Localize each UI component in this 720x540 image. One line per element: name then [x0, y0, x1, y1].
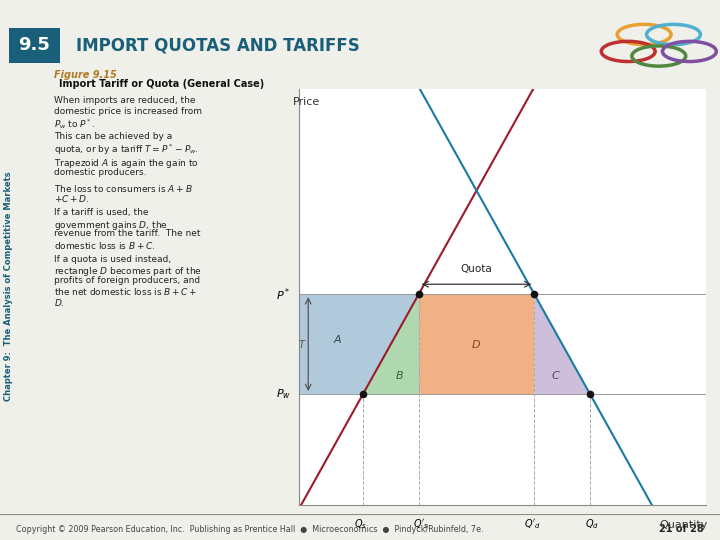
Text: Copyright © 2009 Pearson Education, Inc.  Publishing as Prentice Hall  ●  Microe: Copyright © 2009 Pearson Education, Inc.…: [16, 525, 483, 534]
Text: If a quota is used instead,: If a quota is used instead,: [54, 254, 171, 264]
Text: This can be achieved by a: This can be achieved by a: [54, 132, 172, 141]
Text: $Q'_s$: $Q'_s$: [413, 517, 429, 531]
Text: Chapter 9:  The Analysis of Competitive Markets: Chapter 9: The Analysis of Competitive M…: [4, 171, 13, 401]
Text: $A$: $A$: [333, 333, 342, 345]
Text: Quantity: Quantity: [660, 521, 708, 530]
Text: $P^*$: $P^*$: [276, 286, 291, 302]
Text: $Q_s$: $Q_s$: [354, 517, 367, 531]
FancyBboxPatch shape: [9, 28, 60, 63]
Text: domestic producers.: domestic producers.: [54, 168, 146, 177]
Text: $D$.: $D$.: [54, 296, 65, 308]
Text: Quota: Quota: [461, 264, 492, 274]
Text: $T$: $T$: [298, 338, 307, 350]
Text: the net domestic loss is $B + C +$: the net domestic loss is $B + C +$: [54, 286, 197, 297]
Text: $C$: $C$: [551, 369, 561, 381]
Text: $P_w$: $P_w$: [276, 387, 291, 401]
Polygon shape: [299, 294, 419, 394]
Text: $P_w$ to $P^*$.: $P_w$ to $P^*$.: [54, 117, 96, 131]
Text: $+ C + D$.: $+ C + D$.: [54, 193, 90, 204]
Text: Trapezoid $A$ is again the gain to: Trapezoid $A$ is again the gain to: [54, 157, 199, 171]
Text: Figure 9.15: Figure 9.15: [54, 70, 117, 80]
Text: revenue from the tariff.  The net: revenue from the tariff. The net: [54, 229, 200, 238]
Text: Price: Price: [292, 97, 320, 107]
Text: rectangle $D$ becomes part of the: rectangle $D$ becomes part of the: [54, 265, 202, 278]
Text: profits of foreign producers, and: profits of foreign producers, and: [54, 275, 200, 285]
Polygon shape: [534, 294, 590, 394]
Text: When imports are reduced, the: When imports are reduced, the: [54, 96, 196, 105]
Text: IMPORT QUOTAS AND TARIFFS: IMPORT QUOTAS AND TARIFFS: [76, 36, 359, 54]
Text: $Q_d$: $Q_d$: [585, 517, 599, 531]
Text: The loss to consumers is $A + B$: The loss to consumers is $A + B$: [54, 183, 193, 194]
Text: domestic price is increased from: domestic price is increased from: [54, 106, 202, 116]
Polygon shape: [363, 294, 419, 394]
Text: $D$: $D$: [472, 338, 482, 350]
Text: quota, or by a tariff $T = P^* - P_w$.: quota, or by a tariff $T = P^* - P_w$.: [54, 143, 199, 157]
Text: $Q'_d$: $Q'_d$: [523, 517, 541, 531]
Polygon shape: [419, 294, 534, 394]
Text: domestic loss is $B + C$.: domestic loss is $B + C$.: [54, 240, 156, 251]
Text: 9.5: 9.5: [19, 36, 50, 54]
Text: If a tariff is used, the: If a tariff is used, the: [54, 208, 148, 217]
Text: $B$: $B$: [395, 369, 404, 381]
Text: government gains $D$, the: government gains $D$, the: [54, 219, 168, 232]
Text: Import Tariff or Quota (General Case): Import Tariff or Quota (General Case): [59, 79, 264, 89]
Text: 21 of 28: 21 of 28: [660, 524, 704, 534]
